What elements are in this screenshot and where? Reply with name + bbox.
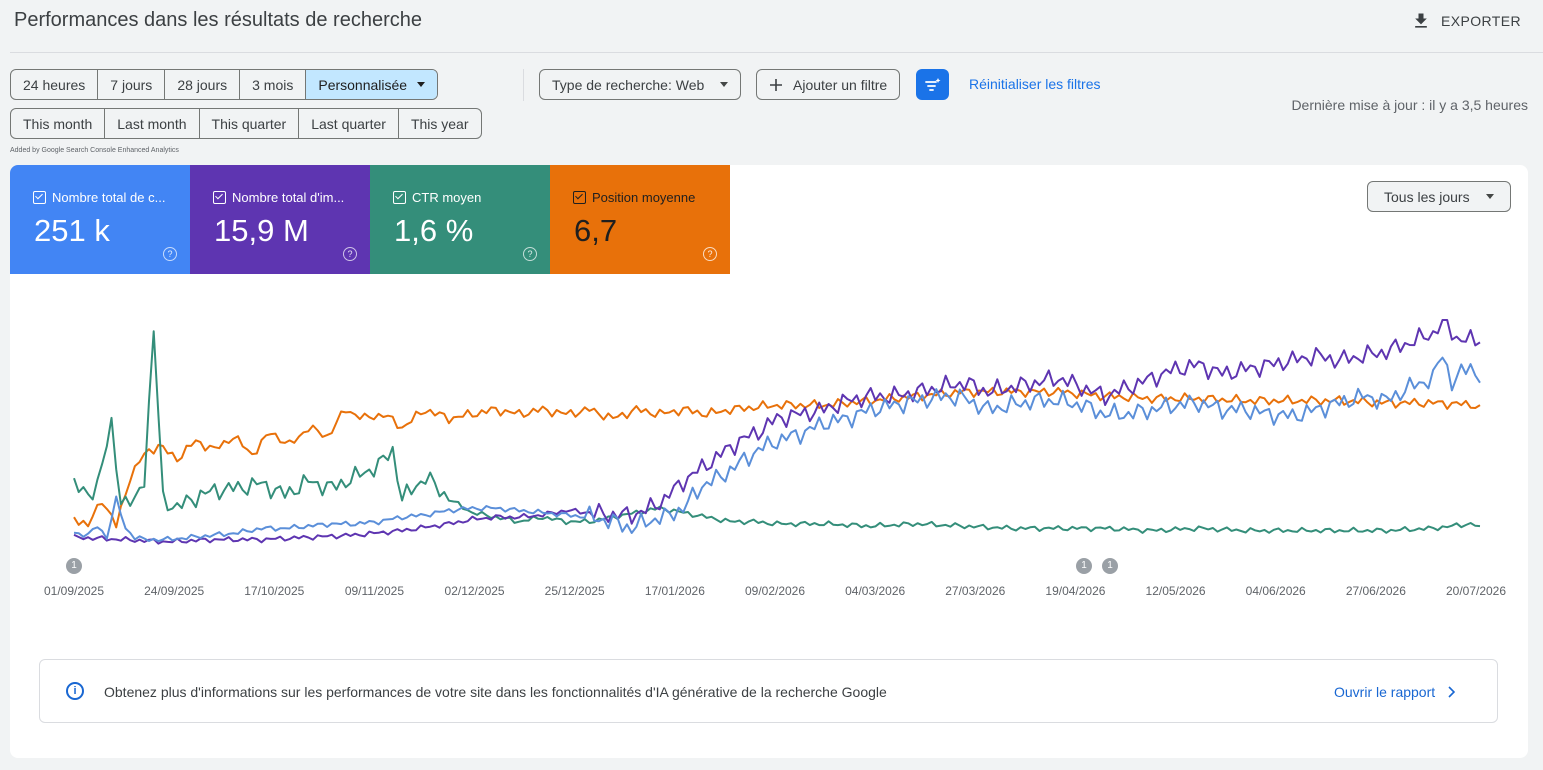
range-3m-button[interactable]: 3 mois (240, 70, 307, 99)
x-tick-label: 24/09/2025 (144, 584, 205, 598)
range-label: This quarter (211, 115, 287, 132)
range-label: Last month (117, 115, 187, 132)
extension-note: Added by Google Search Console Enhanced … (10, 147, 179, 154)
metric-label: CTR moyen (412, 190, 482, 205)
date-range-group-primary: 24 heures 7 jours 28 jours 3 mois Person… (10, 69, 439, 100)
help-icon[interactable]: ? (703, 247, 717, 261)
x-tick-label: 17/10/2025 (244, 584, 305, 598)
series-line (73, 356, 1481, 543)
range-7d-button[interactable]: 7 jours (98, 70, 166, 99)
toolbar-divider (523, 69, 524, 101)
last-update-text: Dernière mise à jour : il y a 3,5 heures (1291, 97, 1528, 113)
metric-clicks-card[interactable]: Nombre total de c... 251 k ? (10, 165, 190, 274)
open-report-label: Ouvrir le rapport (1334, 684, 1436, 700)
checkbox-checked-icon (393, 191, 406, 204)
chevron-right-icon (1448, 686, 1456, 698)
checkbox-checked-icon (33, 191, 46, 204)
range-custom-button[interactable]: Personnalisée (306, 70, 438, 99)
add-filter-label: Ajouter un filtre (793, 76, 888, 93)
metric-label: Nombre total de c... (52, 190, 166, 205)
metric-value: 15,9 M (214, 213, 309, 248)
help-icon[interactable]: ? (523, 247, 537, 261)
range-label: 3 mois (252, 76, 294, 93)
range-label: This month (23, 115, 93, 132)
x-tick-label: 02/12/2025 (444, 584, 505, 598)
metric-ctr-card[interactable]: CTR moyen 1,6 % ? (370, 165, 550, 274)
x-tick-label: 20/07/2026 (1445, 584, 1507, 598)
caret-down-icon (1485, 194, 1494, 199)
metric-value: 6,7 (574, 213, 618, 248)
page-title: Performances dans les résultats de reche… (14, 9, 422, 31)
range-label: 28 jours (177, 76, 228, 93)
x-tick-label: 01/09/2025 (43, 584, 105, 598)
x-tick-label: 04/06/2026 (1245, 584, 1306, 598)
open-report-link[interactable]: Ouvrir le rapport (1334, 684, 1456, 700)
range-this-year-button[interactable]: This year (399, 109, 481, 138)
ai-banner-text: Obtenez plus d'informations sur les perf… (104, 684, 887, 700)
x-tick-label: 04/03/2026 (845, 584, 906, 598)
search-type-label: Type de recherche: Web (552, 76, 705, 93)
smart-filter-button[interactable] (916, 69, 949, 100)
checkbox-checked-icon (213, 191, 226, 204)
help-icon[interactable]: ? (343, 247, 357, 261)
help-icon[interactable]: ? (163, 247, 177, 261)
x-tick-label: 12/05/2026 (1145, 584, 1206, 598)
date-range-group-extra: This month Last month This quarter Last … (10, 108, 482, 139)
x-tick-label: 17/01/2026 (644, 584, 705, 598)
series-line (73, 330, 1481, 534)
x-tick-label: 09/11/2025 (344, 584, 405, 598)
annotation-marker[interactable]: 1 (66, 558, 82, 574)
range-label: Personnalisée (318, 76, 408, 93)
range-last-month-button[interactable]: Last month (105, 109, 200, 138)
header-divider (10, 52, 1543, 53)
info-icon: i (66, 682, 84, 700)
caret-down-icon (417, 82, 426, 87)
export-label: EXPORTER (1441, 13, 1521, 29)
metric-value: 1,6 % (394, 213, 474, 248)
caret-down-icon (720, 82, 729, 87)
series-line (73, 386, 1481, 529)
series-line (73, 319, 1481, 545)
range-label: Last quarter (311, 115, 386, 132)
x-tick-label: 27/03/2026 (945, 584, 1006, 598)
granularity-label: Tous les jours (1384, 188, 1470, 205)
reset-filters-link[interactable]: Réinitialiser les filtres (969, 76, 1101, 92)
range-label: This year (410, 115, 469, 132)
add-filter-button[interactable]: Ajouter un filtre (756, 69, 901, 100)
checkbox-checked-icon (573, 191, 586, 204)
range-label: 24 heures (23, 76, 86, 93)
x-tick-label: 19/04/2026 (1045, 584, 1106, 598)
search-type-dropdown[interactable]: Type de recherche: Web (539, 69, 742, 100)
range-label: 7 jours (110, 76, 153, 93)
metric-position-card[interactable]: Position moyenne 6,7 ? (550, 165, 730, 274)
range-last-quarter-button[interactable]: Last quarter (299, 109, 399, 138)
x-tick-label: 27/06/2026 (1345, 584, 1406, 598)
ai-features-banner (39, 659, 1498, 723)
x-tick-label: 25/12/2025 (544, 584, 605, 598)
download-icon (1415, 13, 1427, 28)
range-28d-button[interactable]: 28 jours (165, 70, 241, 99)
granularity-dropdown[interactable]: Tous les jours (1367, 181, 1511, 212)
filter-sparkle-icon (924, 77, 940, 91)
annotation-marker[interactable]: 1 (1076, 558, 1092, 574)
metric-impressions-card[interactable]: Nombre total d'im... 15,9 M ? (190, 165, 370, 274)
annotation-marker[interactable]: 1 (1102, 558, 1118, 574)
plus-icon (770, 78, 782, 91)
metric-label: Nombre total d'im... (232, 190, 345, 205)
range-this-quarter-button[interactable]: This quarter (200, 109, 300, 138)
range-this-month-button[interactable]: This month (11, 109, 106, 138)
range-24h-button[interactable]: 24 heures (11, 70, 99, 99)
metric-label: Position moyenne (592, 190, 696, 205)
metric-value: 251 k (34, 213, 110, 248)
x-tick-label: 09/02/2026 (744, 584, 806, 598)
performance-line-chart (73, 319, 1481, 545)
export-button[interactable]: EXPORTER (1411, 10, 1521, 32)
